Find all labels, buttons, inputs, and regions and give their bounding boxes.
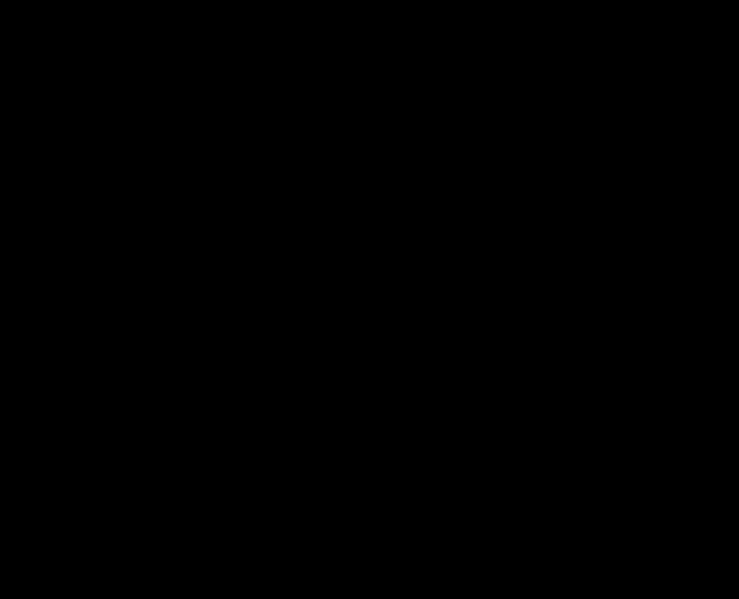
- blank-screen: [0, 0, 739, 599]
